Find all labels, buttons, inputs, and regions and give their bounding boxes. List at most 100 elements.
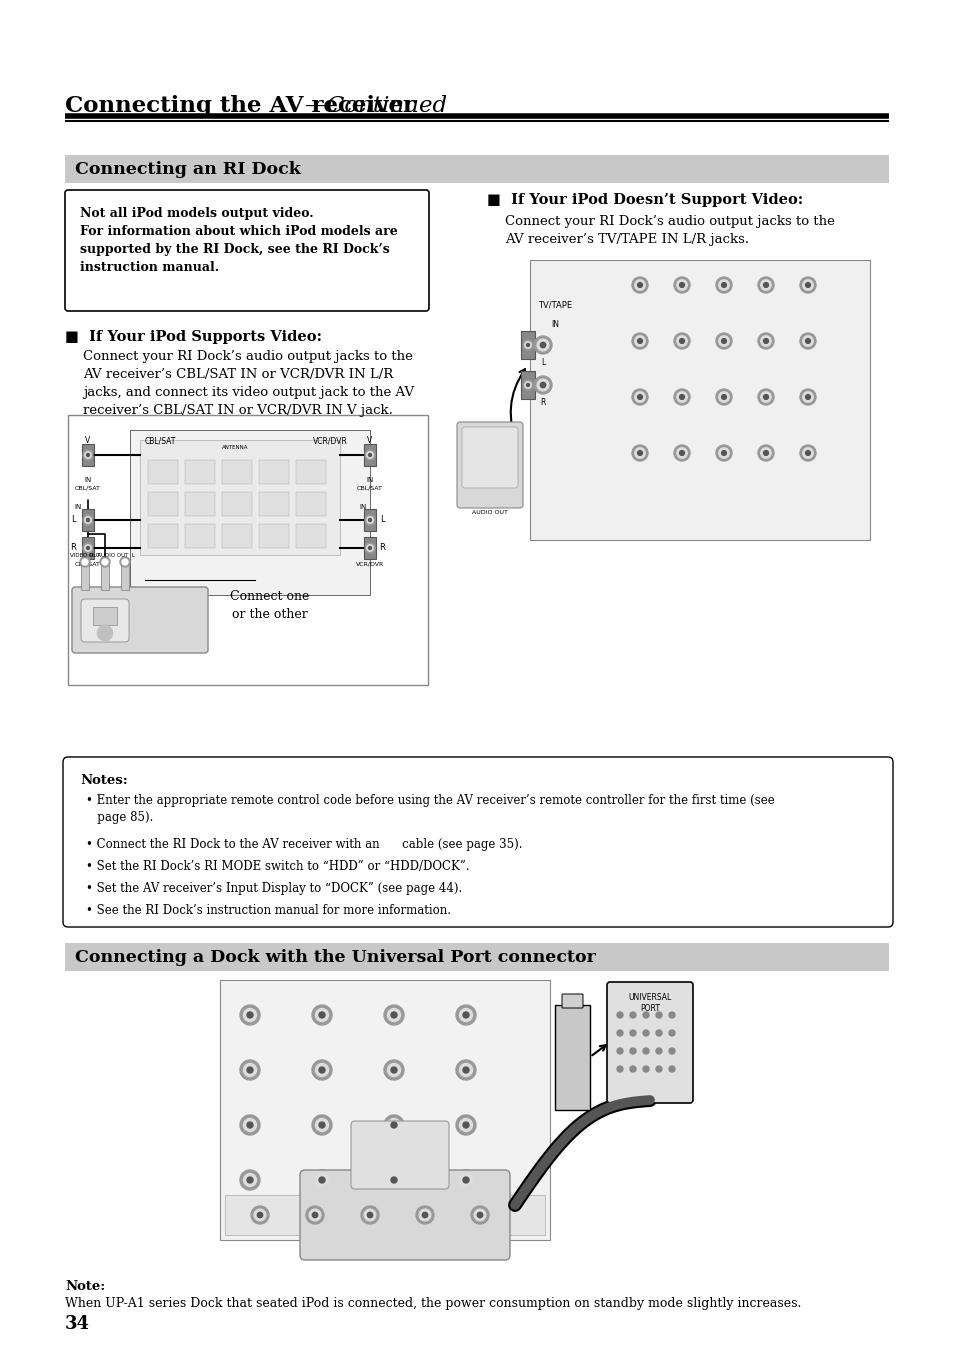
Text: IN: IN (84, 477, 91, 484)
Text: For information about which iPod models are
supported by the RI Dock, see the RI: For information about which iPod models … (80, 226, 397, 274)
Circle shape (85, 544, 91, 551)
Circle shape (668, 1029, 675, 1036)
Circle shape (716, 332, 731, 349)
Bar (148, 459, 178, 484)
Bar (185, 459, 214, 484)
Text: UNIVERSAL
PORT: UNIVERSAL PORT (628, 993, 671, 1013)
Text: IN: IN (359, 504, 366, 509)
Text: • Enter the appropriate remote control code before using the AV receiver’s remot: • Enter the appropriate remote control c… (86, 794, 774, 824)
Circle shape (716, 277, 731, 293)
Circle shape (676, 392, 686, 403)
Circle shape (537, 380, 548, 390)
Circle shape (366, 516, 373, 523)
Text: • Set the AV receiver’s Input Display to “DOCK” (see page 44).: • Set the AV receiver’s Input Display to… (86, 882, 462, 894)
Circle shape (762, 339, 767, 343)
Text: Notes:: Notes: (80, 774, 128, 788)
Circle shape (391, 1177, 396, 1183)
Circle shape (642, 1029, 648, 1036)
Circle shape (534, 376, 552, 394)
Circle shape (387, 1063, 400, 1077)
Circle shape (617, 1012, 622, 1019)
Circle shape (387, 1008, 400, 1021)
Circle shape (800, 277, 815, 293)
Bar (68, 415, 428, 685)
Circle shape (462, 1121, 469, 1128)
Circle shape (365, 543, 375, 553)
Circle shape (522, 340, 533, 350)
Bar (82, 444, 94, 466)
Circle shape (318, 1121, 325, 1128)
Text: ANTENNA: ANTENNA (221, 444, 248, 450)
Circle shape (243, 1063, 256, 1077)
Circle shape (760, 392, 770, 403)
Circle shape (366, 544, 373, 551)
Circle shape (760, 280, 770, 290)
Circle shape (637, 339, 641, 343)
Text: Connect your RI Dock’s audio output jacks to the
AV receiver’s TV/TAPE IN L/R ja: Connect your RI Dock’s audio output jack… (504, 215, 834, 246)
Circle shape (416, 1206, 434, 1224)
Circle shape (629, 1029, 636, 1036)
Circle shape (524, 382, 531, 388)
Bar (65, 155, 888, 182)
Circle shape (804, 451, 809, 455)
Circle shape (391, 1121, 396, 1128)
Text: R: R (70, 543, 76, 551)
Circle shape (459, 1174, 472, 1186)
Text: 34: 34 (65, 1315, 90, 1333)
Bar (258, 524, 289, 549)
Text: Connecting an RI Dock: Connecting an RI Dock (74, 161, 300, 177)
Circle shape (673, 277, 689, 293)
Text: When UP-A1 series Dock that seated iPod is connected, the power consumption on s: When UP-A1 series Dock that seated iPod … (65, 1297, 801, 1310)
Text: • Connect the RI Dock to the AV receiver with an      cable (see page 35).: • Connect the RI Dock to the AV receiver… (86, 838, 522, 851)
Bar (530, 259, 869, 540)
Circle shape (422, 1212, 427, 1217)
Text: VIDEO OUT: VIDEO OUT (70, 553, 100, 558)
Circle shape (384, 1061, 403, 1079)
Circle shape (637, 394, 641, 400)
Circle shape (800, 332, 815, 349)
Circle shape (634, 392, 644, 403)
Circle shape (306, 1206, 324, 1224)
Circle shape (802, 447, 812, 458)
Circle shape (524, 342, 531, 349)
Text: Connecting the AV receiver: Connecting the AV receiver (65, 95, 415, 118)
Circle shape (762, 451, 767, 455)
Circle shape (240, 1061, 260, 1079)
Circle shape (629, 1066, 636, 1071)
Bar (82, 509, 94, 531)
Circle shape (102, 559, 108, 565)
Bar (295, 492, 326, 516)
Circle shape (418, 1209, 431, 1221)
Circle shape (668, 1012, 675, 1019)
Circle shape (676, 447, 686, 458)
Circle shape (83, 543, 92, 553)
Text: CBL/SAT: CBL/SAT (356, 485, 382, 490)
Text: L: L (540, 358, 544, 367)
Circle shape (802, 392, 812, 403)
Circle shape (526, 384, 529, 386)
Circle shape (368, 454, 371, 457)
Circle shape (637, 282, 641, 288)
Circle shape (456, 1061, 476, 1079)
Circle shape (387, 1174, 400, 1186)
Circle shape (83, 515, 92, 526)
Bar (258, 459, 289, 484)
Circle shape (462, 1012, 469, 1019)
Circle shape (240, 1115, 260, 1135)
Text: AUDIO OUT: AUDIO OUT (472, 509, 507, 515)
Circle shape (718, 336, 728, 346)
Bar (81, 562, 89, 590)
Text: CBL/SAT: CBL/SAT (144, 436, 175, 444)
Circle shape (637, 451, 641, 455)
Circle shape (365, 450, 375, 459)
Bar (225, 1196, 544, 1235)
Circle shape (360, 1206, 378, 1224)
Bar (222, 459, 252, 484)
Circle shape (82, 559, 88, 565)
Text: Connecting a Dock with the Universal Port connector: Connecting a Dock with the Universal Por… (74, 948, 595, 966)
Circle shape (391, 1067, 396, 1073)
Circle shape (456, 1005, 476, 1025)
Circle shape (384, 1170, 403, 1190)
Circle shape (673, 444, 689, 461)
Text: • See the RI Dock’s instruction manual for more information.: • See the RI Dock’s instruction manual f… (86, 904, 451, 917)
